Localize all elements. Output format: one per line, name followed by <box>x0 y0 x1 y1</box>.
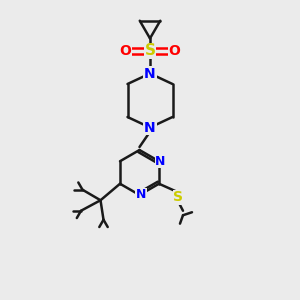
Text: N: N <box>144 121 156 134</box>
Text: N: N <box>144 67 156 80</box>
Text: O: O <box>169 44 181 58</box>
Text: S: S <box>173 190 184 204</box>
Text: N: N <box>136 188 146 202</box>
Text: N: N <box>155 155 166 168</box>
Text: O: O <box>119 44 131 58</box>
Text: S: S <box>145 44 155 59</box>
